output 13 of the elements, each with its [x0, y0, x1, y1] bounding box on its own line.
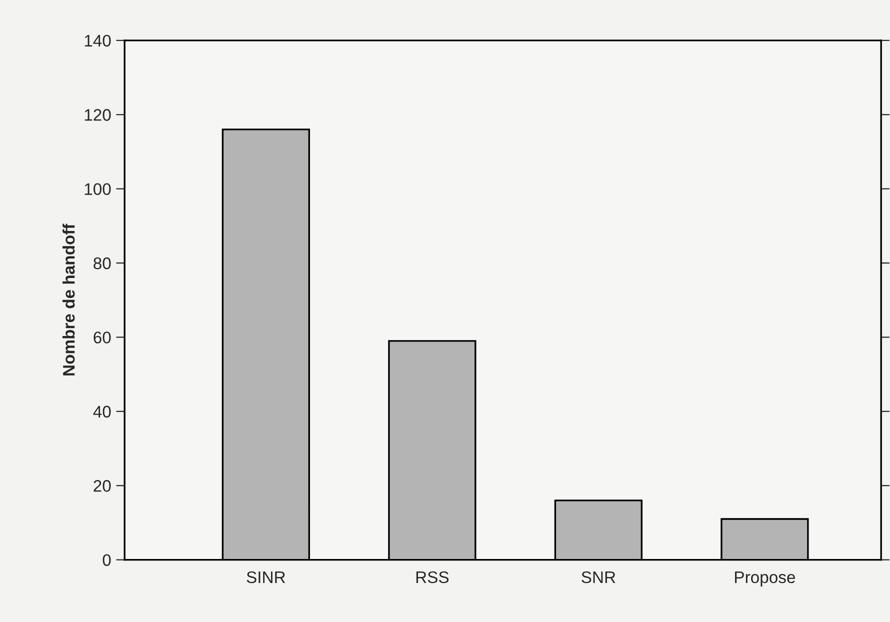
y-tick-label: 120 — [84, 109, 111, 121]
x-tick-label: SNR — [582, 571, 616, 584]
y-tick-label: 80 — [94, 257, 111, 270]
y-tick-label: 40 — [93, 406, 111, 418]
y-tick-label: 0 — [102, 554, 111, 566]
y-tick-label: 100 — [84, 183, 111, 196]
y-tick-label: 20 — [94, 480, 111, 492]
x-tick-label: RSS — [416, 571, 449, 584]
x-tick-label: Propose — [735, 572, 796, 586]
x-tick-label: SINR — [246, 571, 286, 584]
y-tick-label: 140 — [84, 34, 111, 47]
y-tick-label: 60 — [94, 332, 111, 344]
y-axis-title: Nombre de handoff — [62, 224, 75, 376]
